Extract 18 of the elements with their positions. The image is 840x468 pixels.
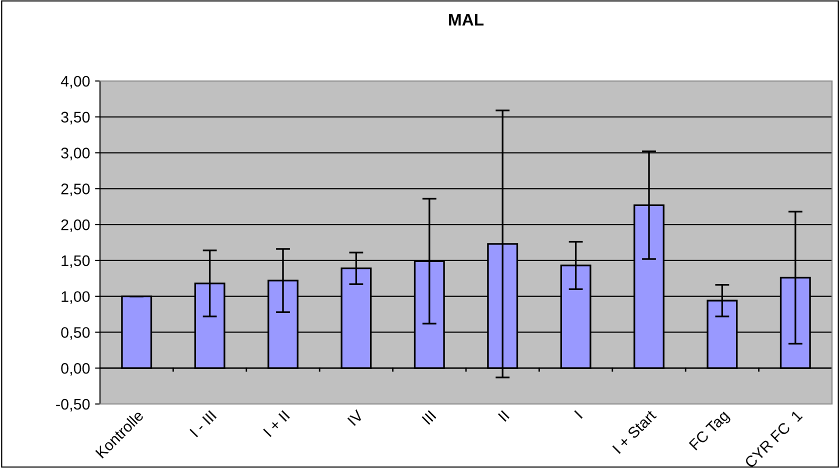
x-tick-label: II	[498, 410, 510, 422]
y-tick-label: 3,50	[61, 112, 90, 124]
y-tick-label: 4,00	[60, 76, 90, 88]
x-tick-label: FC Tag	[688, 410, 732, 453]
y-tick-label: 3,00	[61, 148, 90, 160]
y-tick-label: 2,50	[61, 184, 90, 196]
x-tick-label: I	[574, 410, 583, 419]
y-tick-label: 1,50	[62, 255, 90, 268]
y-tick-label: 0,50	[61, 327, 90, 340]
x-tick-label: III	[422, 410, 436, 425]
y-tick-label: -0,50	[56, 398, 90, 412]
chart-title: MAL	[449, 14, 484, 26]
y-tick-label: 2,00	[61, 219, 90, 232]
x-tick-label: IV	[347, 409, 364, 426]
y-tick-label: 0,00	[61, 362, 90, 376]
y-tick-label: 1,00	[62, 291, 90, 304]
x-tick-label: I - III	[190, 410, 217, 438]
x-tick-label: I + II	[263, 410, 290, 438]
